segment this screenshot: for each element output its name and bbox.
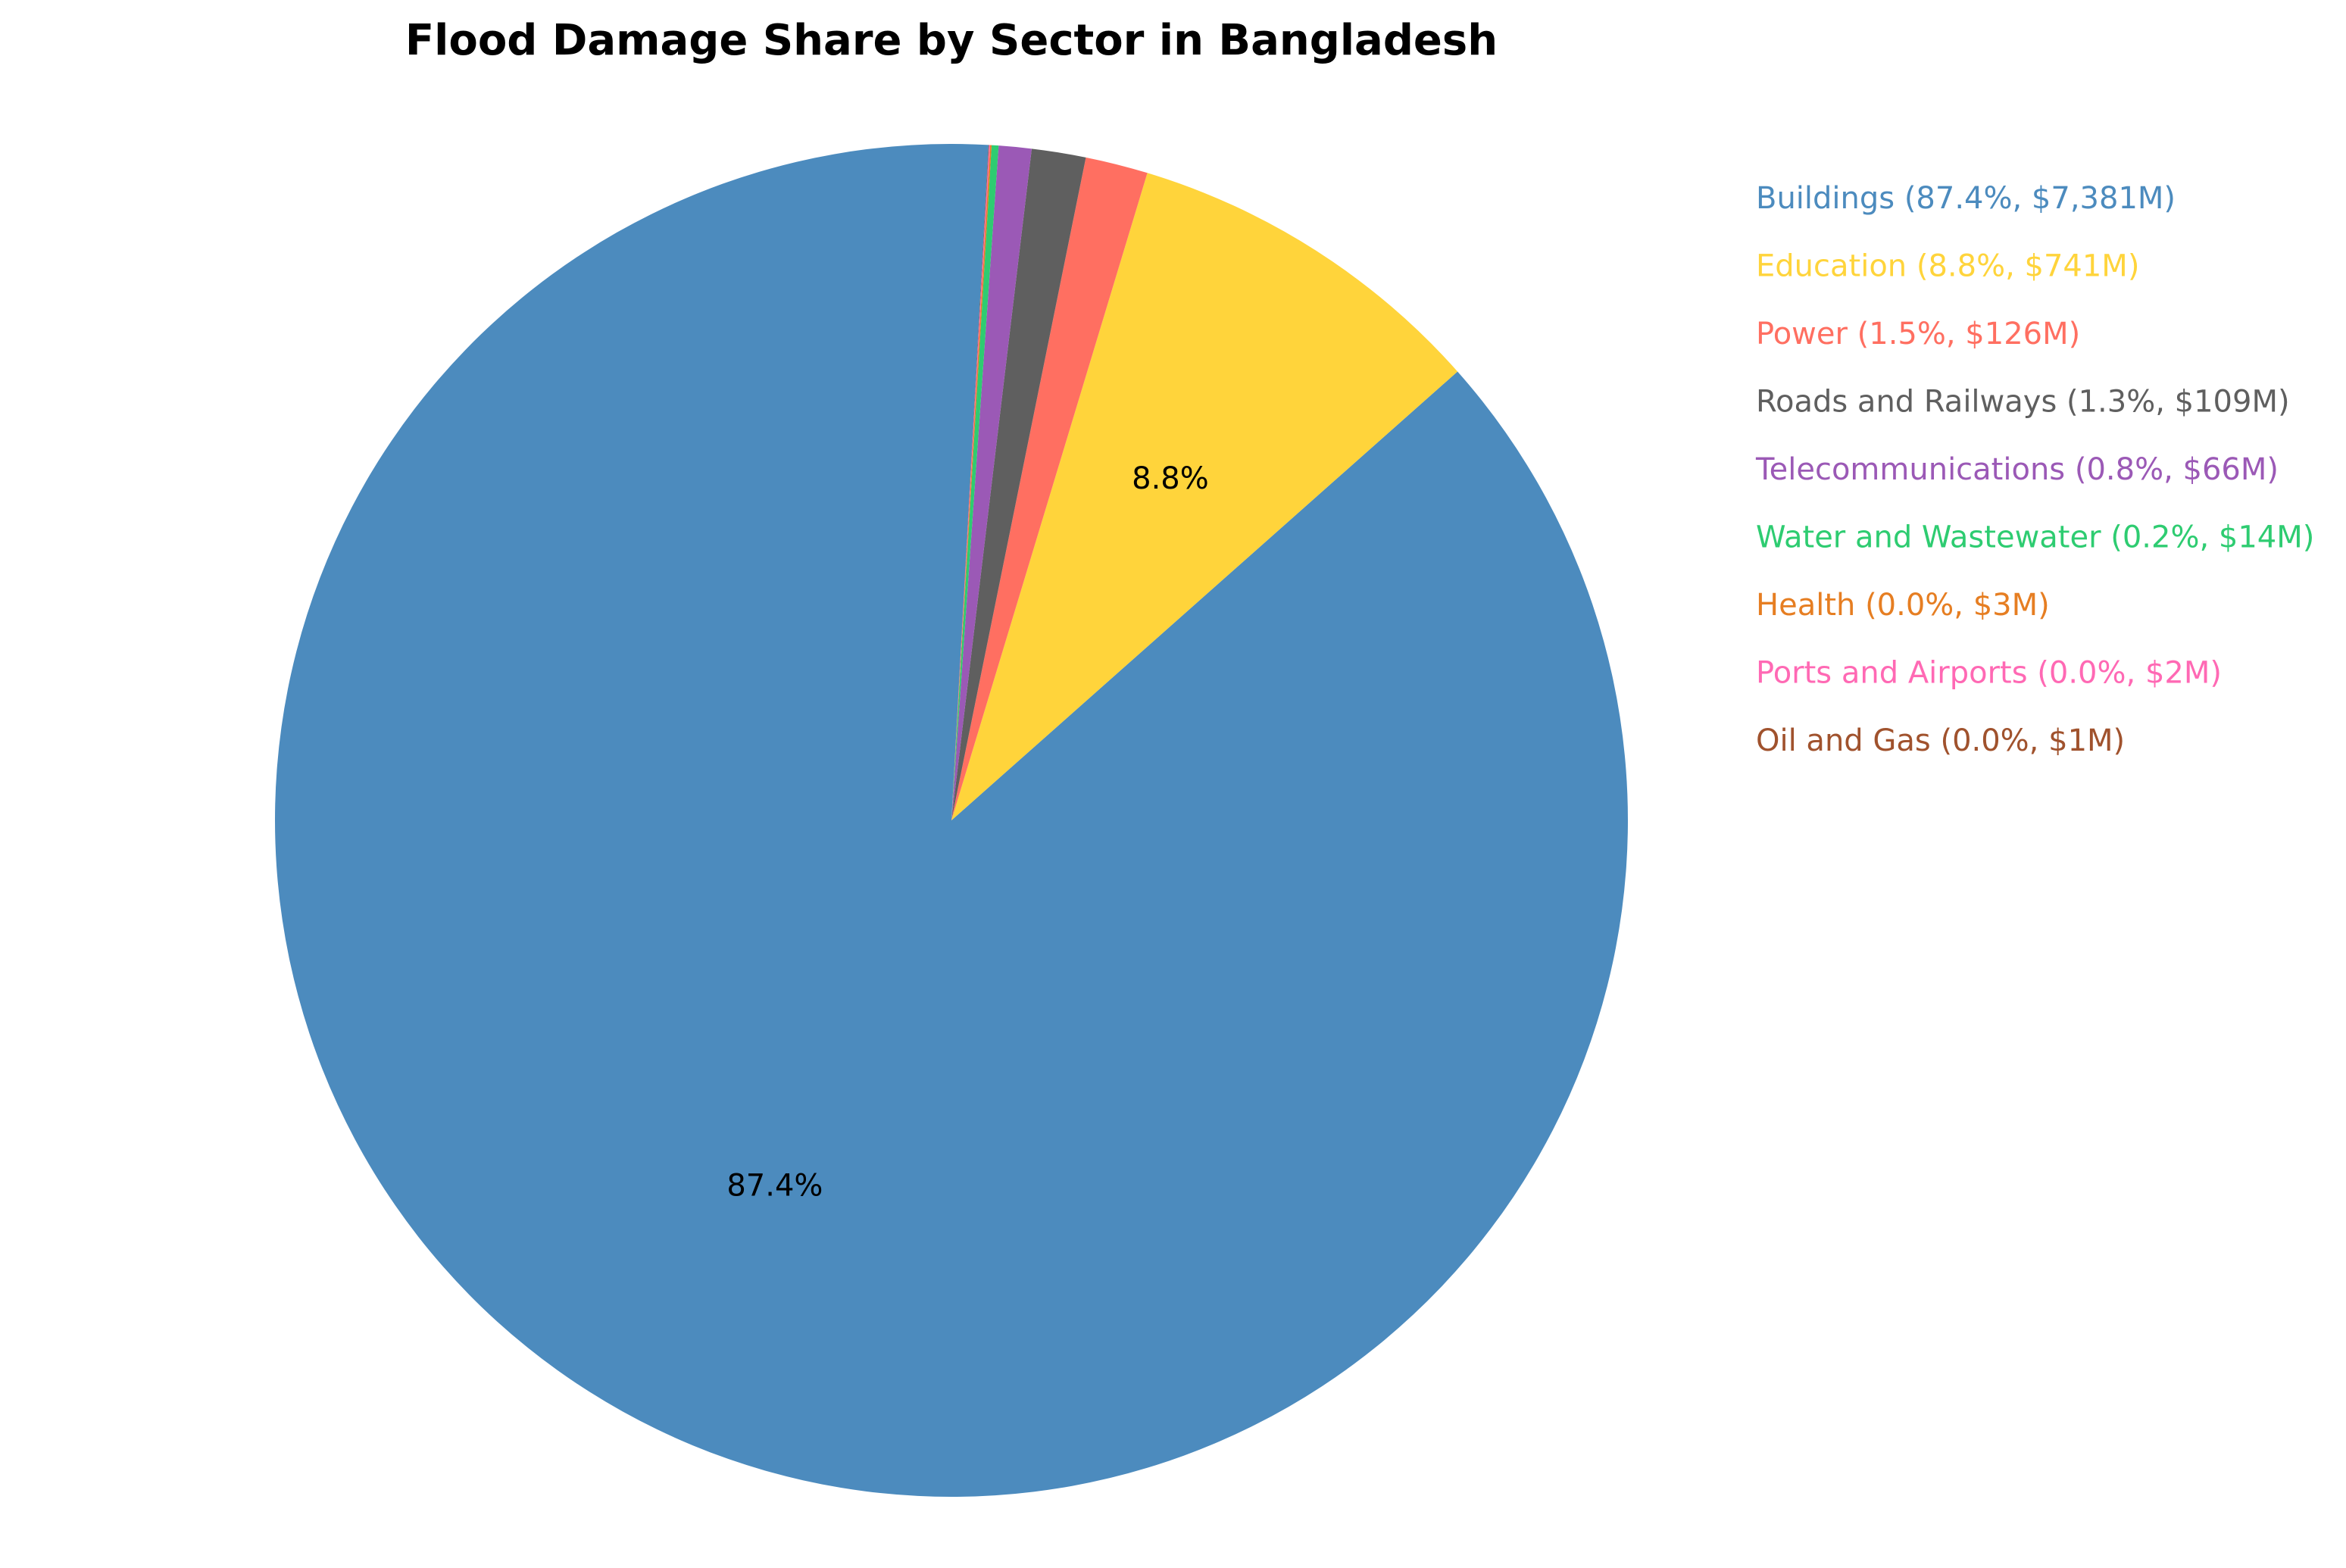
pie-slice-education xyxy=(951,173,1458,821)
legend-entry-telecommunications: Telecommunications (0.8%, $66M) xyxy=(1755,452,2279,487)
legend-entry-roads-and-railways: Roads and Railways (1.3%, $109M) xyxy=(1756,385,2290,420)
slice-label-buildings: 87.4% xyxy=(726,1168,823,1203)
legend-entry-power: Power (1.5%, $126M) xyxy=(1756,317,2080,351)
pie-slice-buildings xyxy=(275,144,1629,1498)
pie-slice-water-and-wastewater xyxy=(951,145,999,821)
pie-slice-power xyxy=(951,157,1148,820)
legend-entry-education: Education (8.8%, $741M) xyxy=(1756,249,2139,284)
pie-slice-labels: 87.4% 8.8% xyxy=(726,461,1208,1204)
legend-entry-buildings: Buildings (87.4%, $7,381M) xyxy=(1756,181,2176,216)
pie-slice-oil-and-gas xyxy=(951,145,989,820)
legend: Buildings (87.4%, $7,381M) Education (8.8… xyxy=(1755,181,2314,758)
chart-title: Flood Damage Share by Sector in Banglade… xyxy=(405,16,1498,65)
pie-slice-ports-and-airports xyxy=(951,145,991,821)
legend-entry-ports-and-airports: Ports and Airports (0.0%, $2M) xyxy=(1756,656,2222,691)
legend-entry-health: Health (0.0%, $3M) xyxy=(1756,588,2050,623)
pie-slice-roads-and-railways xyxy=(951,148,1086,820)
slice-label-education: 8.8% xyxy=(1132,461,1209,496)
legend-entry-water-and-wastewater: Water and Wastewater (0.2%, $14M) xyxy=(1756,520,2314,555)
pie-slice-telecommunications xyxy=(951,145,1032,820)
pie-slice-health xyxy=(951,145,992,821)
legend-entry-oil-and-gas: Oil and Gas (0.0%, $1M) xyxy=(1756,723,2125,758)
pie-slices xyxy=(275,144,1629,1498)
